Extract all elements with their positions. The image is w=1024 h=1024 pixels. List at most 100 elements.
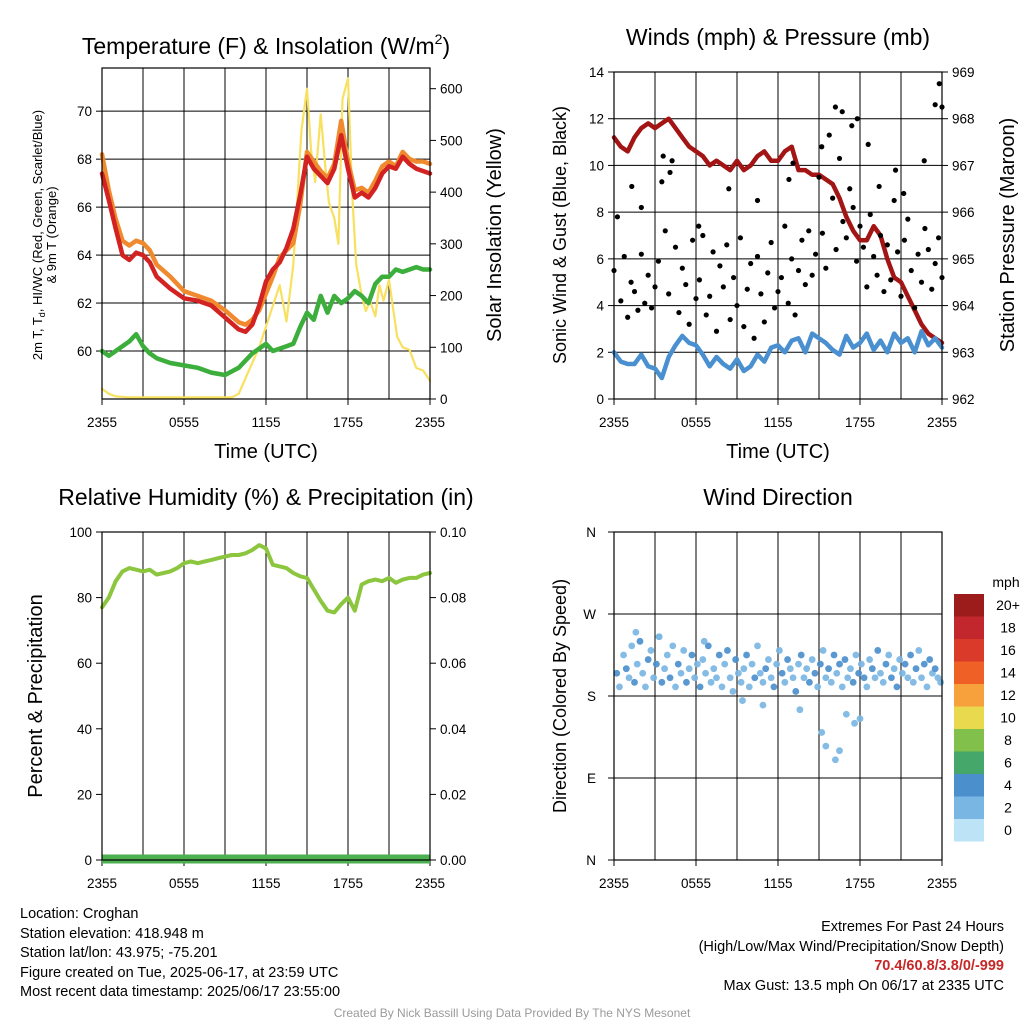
- rh-title: Relative Humidity (%) & Precipitation (i…: [58, 484, 473, 510]
- winds-gust-point: [892, 167, 899, 173]
- temperature-ylabel-right: Solar Insolation (Yellow): [484, 128, 506, 342]
- winds-gust-point: [734, 302, 740, 309]
- direction-point: [647, 647, 655, 654]
- direction-point: [674, 660, 682, 668]
- recent-timestamp: Most recent data timestamp: 2025/06/17 2…: [20, 984, 341, 1000]
- winds-gust-point: [758, 291, 764, 297]
- winds-gust-point: [614, 214, 621, 220]
- direction-frame: [613, 531, 943, 861]
- direction-point: [882, 660, 890, 668]
- rh-ytick-left-label: 0: [84, 853, 92, 868]
- winds-gust-point: [865, 141, 871, 148]
- direction-point: [700, 637, 708, 645]
- winds-ylabel-left: Sonic Wind & Gust (Blue, Black): [550, 106, 570, 364]
- direction-point: [644, 656, 652, 663]
- winds-gust-point: [819, 144, 825, 150]
- winds-gust-point: [884, 242, 890, 248]
- direction-point: [814, 683, 822, 691]
- direction-point: [796, 706, 804, 714]
- direction-ytick-label: W: [583, 607, 596, 622]
- direction-xtick-label: 1755: [845, 876, 875, 891]
- winds-ytick-right-label: 968: [952, 112, 975, 127]
- winds-gust-point: [860, 244, 867, 250]
- rh-xtick-label: 2355: [415, 876, 445, 891]
- direction-point: [786, 665, 794, 673]
- direction-point: [877, 669, 884, 677]
- direction-point: [767, 674, 775, 682]
- direction-point: [729, 688, 737, 695]
- speed-colorbar: mph 20+ 18 16 14 12 10 8 6 4 2 0: [954, 574, 1020, 842]
- winds-gust-point: [625, 314, 631, 320]
- winds-gust-point: [871, 253, 877, 260]
- colorbar-swatch: [954, 819, 984, 842]
- direction-point: [639, 669, 647, 677]
- rh-xtick-label: 2355: [87, 876, 117, 891]
- winds-gust-point: [631, 288, 638, 295]
- colorbar-title: mph: [992, 574, 1019, 590]
- winds-gust-point: [659, 179, 665, 185]
- direction-point: [857, 660, 865, 668]
- direction-point: [661, 665, 668, 673]
- direction-point: [890, 665, 898, 673]
- colorbar-label: 4: [1004, 777, 1012, 793]
- winds-gust-point: [679, 265, 685, 271]
- direction-point: [710, 665, 718, 673]
- direction-ytick-label: N: [586, 853, 596, 868]
- direction-point: [680, 647, 688, 654]
- direction-point: [751, 674, 759, 682]
- temperature-ytick-left-label: 60: [77, 344, 92, 359]
- colorbar-label: 0: [1004, 822, 1012, 838]
- direction-point: [856, 715, 864, 723]
- winds-gust-point: [720, 284, 726, 290]
- winds-gust-point: [901, 190, 907, 197]
- winds-gust-point: [876, 183, 882, 190]
- direction-xtick-label: 2355: [927, 876, 957, 891]
- winds-gust-point: [936, 81, 942, 87]
- winds-gust-point: [839, 109, 845, 115]
- colorbar-swatch: [954, 616, 984, 639]
- winds-gust-point: [655, 258, 662, 264]
- winds-gust-point: [726, 186, 732, 192]
- direction-point: [852, 651, 860, 659]
- winds-ylabel-right: Station Pressure (Maroon): [997, 118, 1019, 353]
- direction-point: [732, 656, 740, 663]
- direction-point: [901, 660, 909, 668]
- station-location: Location: Croghan: [20, 906, 139, 922]
- extremes-values: 70.4/60.8/3.8/0/-999: [874, 958, 1004, 974]
- winds-gust-point: [727, 316, 733, 323]
- colorbar-swatch: [954, 639, 984, 662]
- direction-point: [721, 660, 729, 668]
- winds-gust-point: [645, 272, 651, 278]
- winds-gust-point: [744, 286, 750, 292]
- winds-gust-point: [775, 288, 781, 295]
- winds-gust-point: [676, 309, 682, 316]
- winds-gust-point: [621, 253, 627, 260]
- colorbar-swatch: [954, 684, 984, 707]
- temperature-xlabel: Time (UTC): [214, 441, 318, 463]
- direction-point: [666, 674, 674, 682]
- winds-gust-point: [789, 256, 795, 262]
- rh-humidity-line: [100, 543, 432, 615]
- winds-gust-point: [761, 319, 767, 325]
- station-info: Location: Croghan Station elevation: 418…: [20, 905, 340, 1003]
- direction-point: [669, 642, 677, 650]
- winds-gust-point: [809, 272, 815, 278]
- max-gust: Max Gust: 13.5 mph On 06/17 at 2335 UTC: [723, 977, 1004, 994]
- winds-gust-point: [638, 251, 644, 257]
- direction-point: [642, 683, 649, 691]
- winds-gust-point: [857, 223, 863, 229]
- temperature-ytick-right-label: 600: [440, 82, 463, 97]
- winds-gust-point: [921, 158, 927, 164]
- winds-gust-point: [929, 286, 935, 292]
- temperature-xtick-label: 1755: [333, 415, 363, 430]
- direction-point: [915, 647, 923, 654]
- winds-gust-point: [840, 218, 846, 225]
- winds-panel: Winds (mph) & Pressure (mb) 2355 0555 1155…: [550, 24, 1019, 463]
- temperature-xtick-label: 2355: [415, 415, 445, 430]
- winds-gust-point: [802, 281, 808, 288]
- direction-point: [797, 651, 805, 659]
- rh-ytick-left-label: 80: [77, 591, 92, 606]
- winds-gust-point: [768, 239, 774, 246]
- direction-point: [683, 678, 690, 686]
- winds-gust-point: [850, 204, 856, 211]
